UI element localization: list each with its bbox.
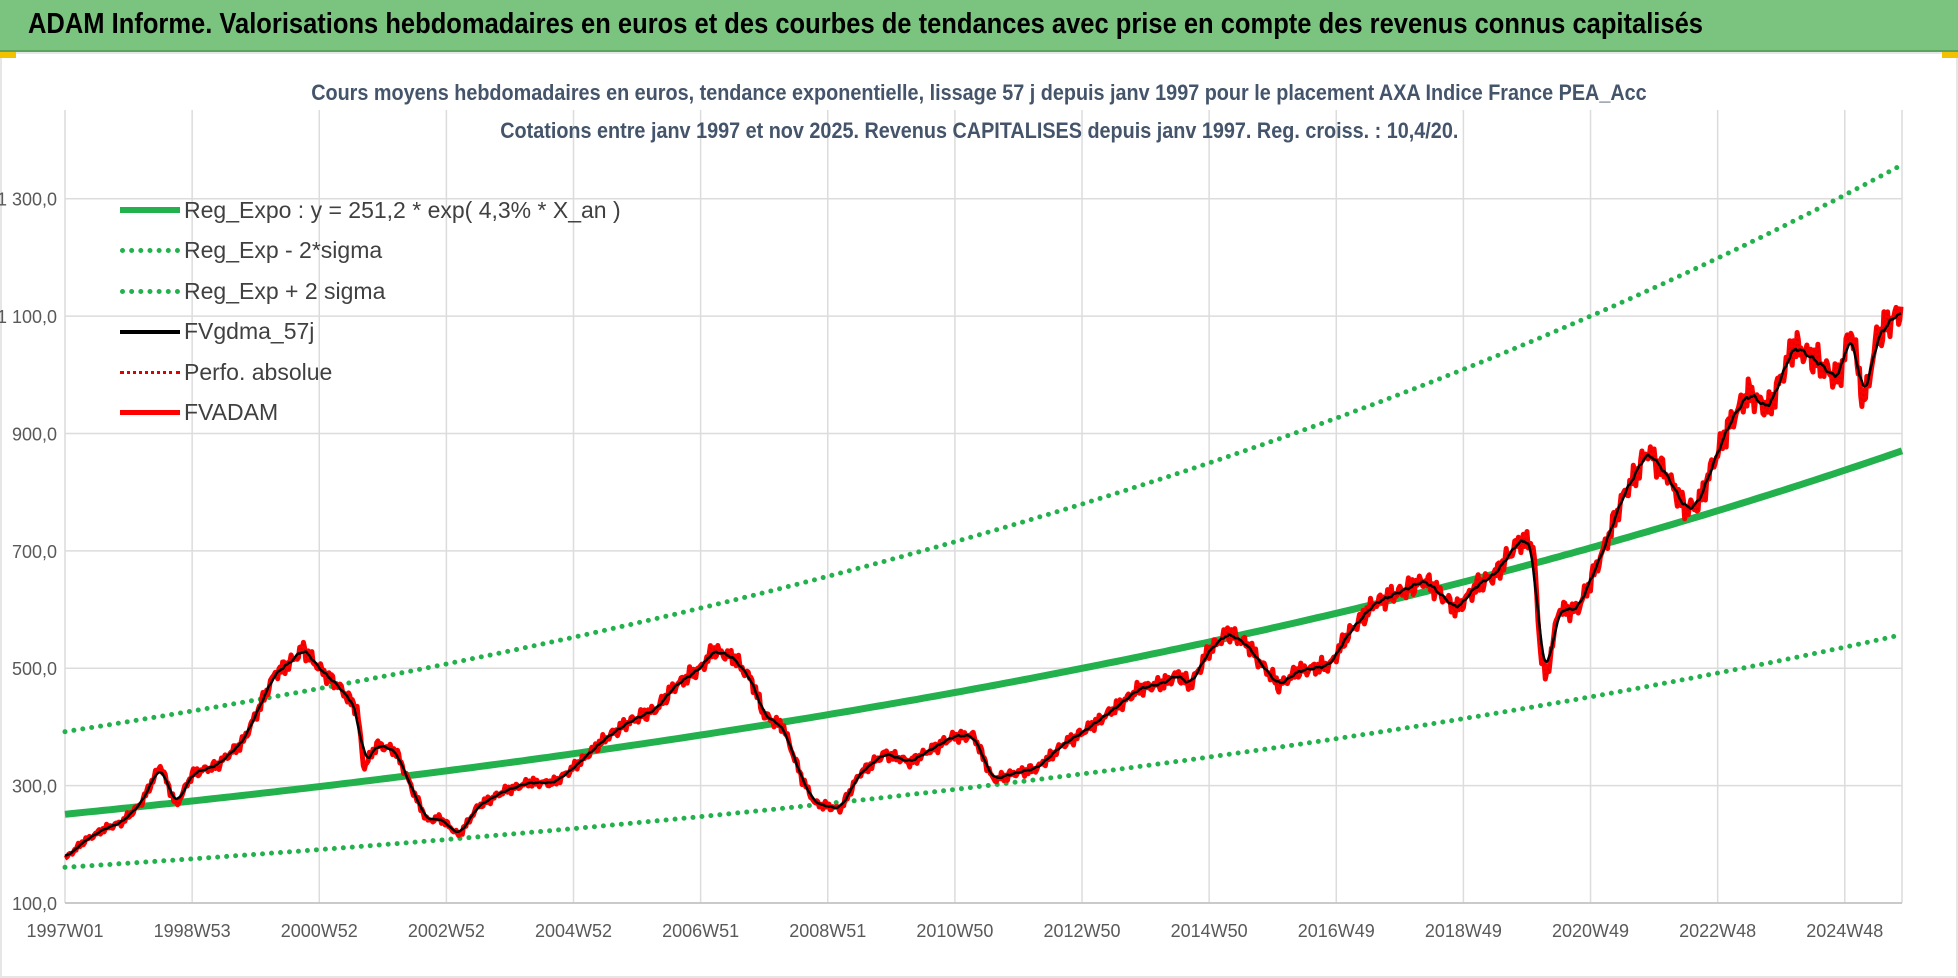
x-tick-label: 2012W50: [1043, 921, 1120, 941]
chart-title: Cours moyens hebdomadaires en euros, ten…: [311, 80, 1647, 105]
legend-item: Reg_Expo : y = 251,2 * exp( 4,3% * X_an …: [120, 190, 621, 231]
series-fvgdma-57j: [64, 312, 1902, 857]
frame-corner-right: [1942, 52, 1958, 58]
legend-label: Reg_Expo : y = 251,2 * exp( 4,3% * X_an …: [184, 196, 621, 223]
y-tick-label: 500,0: [12, 659, 57, 679]
legend-swatch: [120, 410, 180, 416]
x-tick-label: 1997W01: [26, 921, 103, 941]
legend-item: Reg_Exp + 2 sigma: [120, 271, 621, 312]
series-reg-lower: [62, 632, 1905, 870]
x-tick-label: 2022W48: [1679, 921, 1756, 941]
legend-label: FVgdma_57j: [184, 318, 315, 345]
y-tick-label: 1 300,0: [0, 190, 57, 210]
y-tick-label: 1 100,0: [0, 307, 57, 327]
report-title: ADAM Informe. Valorisations hebdomadaire…: [28, 8, 1703, 40]
legend-swatch: [120, 329, 180, 334]
series-reg-upper: [62, 162, 1905, 735]
x-tick-label: 2020W49: [1552, 921, 1629, 941]
x-tick-label: 2016W49: [1298, 921, 1375, 941]
legend-swatch: [120, 207, 180, 214]
legend-item: Perfo. absolue: [120, 352, 621, 393]
x-tick-label: 2006W51: [662, 921, 739, 941]
legend-label: Reg_Exp - 2*sigma: [184, 237, 383, 264]
x-tick-label: 2014W50: [1171, 921, 1248, 941]
plot-area: [65, 110, 1902, 903]
x-tick-label: 2004W52: [535, 921, 612, 941]
legend-label: FVADAM: [184, 399, 279, 426]
y-tick-label: 900,0: [12, 424, 57, 444]
x-tick-label: 1998W53: [154, 921, 231, 941]
x-tick-label: 2008W51: [789, 921, 866, 941]
frame-corner-left: [0, 52, 16, 58]
legend-item: FVgdma_57j: [120, 312, 621, 353]
y-tick-label: 300,0: [12, 777, 57, 797]
legend-item: Reg_Exp - 2*sigma: [120, 231, 621, 272]
chart-subtitle: Cotations entre janv 1997 et nov 2025. R…: [499, 118, 1459, 143]
legend-swatch: [120, 248, 180, 254]
x-tick-label: 2024W48: [1806, 921, 1883, 941]
x-tick-label: 2018W49: [1425, 921, 1502, 941]
legend-label: Reg_Exp + 2 sigma: [184, 277, 386, 304]
report-banner: ADAM Informe. Valorisations hebdomadaire…: [0, 0, 1958, 52]
legend-swatch: [120, 370, 180, 374]
x-tick-label: 2002W52: [408, 921, 485, 941]
y-tick-label: 100,0: [12, 894, 57, 914]
chart-legend: Reg_Expo : y = 251,2 * exp( 4,3% * X_an …: [120, 190, 621, 433]
x-tick-label: 2010W50: [916, 921, 993, 941]
chart-frame: [0, 52, 1958, 978]
series-reg-expo: [64, 447, 1904, 818]
x-tick-label: 2000W52: [281, 921, 358, 941]
legend-swatch: [120, 288, 180, 294]
legend-item: FVADAM: [120, 393, 621, 434]
legend-label: Perfo. absolue: [184, 358, 333, 385]
y-tick-label: 700,0: [12, 542, 57, 562]
